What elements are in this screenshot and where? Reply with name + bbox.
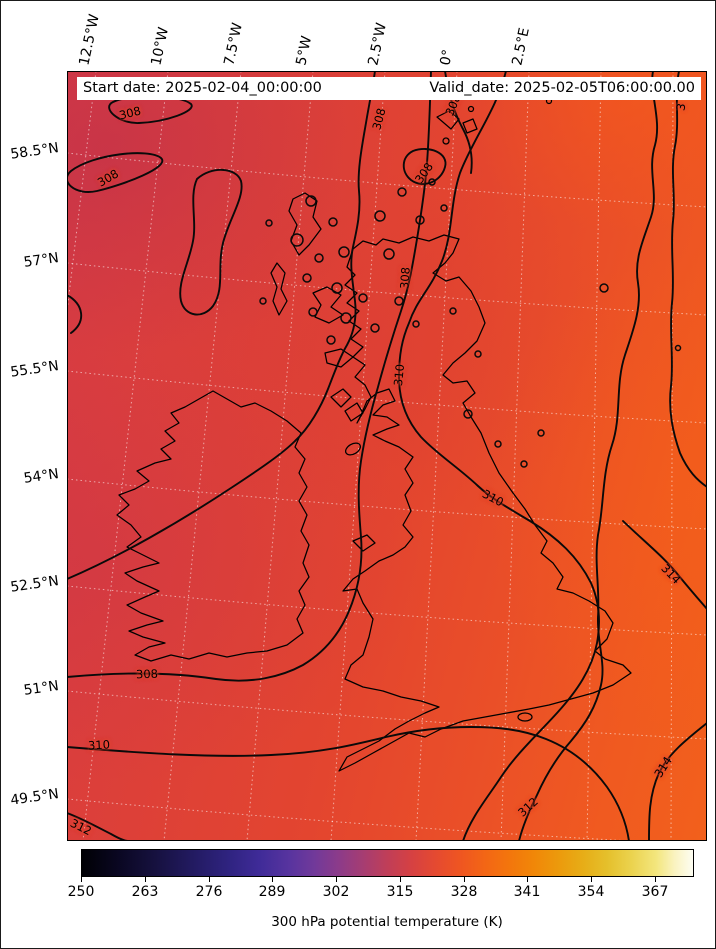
island-isle-of-man bbox=[345, 442, 361, 456]
island-uists bbox=[270, 262, 288, 316]
island-isle-of-wight bbox=[517, 712, 533, 722]
contour-308-east bbox=[67, 71, 432, 682]
colorbar-tick bbox=[81, 877, 82, 882]
island-lewis-harris bbox=[288, 192, 322, 256]
graticule bbox=[67, 71, 707, 841]
island-orkney-3 bbox=[442, 137, 450, 145]
colorbar-tick-label: 302 bbox=[322, 884, 350, 900]
contour-label: 310 bbox=[87, 737, 111, 753]
contour-310-main bbox=[398, 71, 600, 841]
contour-small-loops bbox=[259, 178, 682, 468]
coastlines bbox=[116, 86, 632, 772]
island-jura bbox=[344, 402, 364, 422]
island-orkney-2 bbox=[462, 118, 478, 134]
colorbar-tick-label: 263 bbox=[131, 884, 159, 900]
colorbar-label: 300 hPa potential temperature (K) bbox=[271, 914, 503, 930]
colorbar-tick bbox=[527, 877, 528, 882]
contour-314-upper bbox=[622, 520, 707, 610]
island-mull bbox=[324, 348, 354, 368]
contour-308-blob-2 bbox=[67, 152, 164, 193]
colorbar-tick bbox=[336, 877, 337, 882]
valid-date-text: Valid_date: 2025-02-05T06:00:00.00 bbox=[429, 80, 695, 96]
colorbar-tick bbox=[591, 877, 592, 882]
colorbar-tick bbox=[464, 877, 465, 882]
temperature-field bbox=[67, 71, 707, 841]
colorbar-tick-label: 250 bbox=[67, 884, 95, 900]
contour-lines bbox=[67, 71, 707, 841]
contour-310-south bbox=[67, 726, 630, 841]
island-islay bbox=[330, 388, 352, 408]
contour-308-west bbox=[67, 71, 376, 580]
contour-308-atlantic-loop bbox=[179, 168, 243, 316]
contour-label: 308 bbox=[397, 266, 413, 290]
contour-312-long bbox=[518, 71, 659, 841]
island-anglesey bbox=[352, 534, 376, 552]
coastline-great-britain bbox=[338, 234, 632, 772]
colorbar-tick-label: 315 bbox=[386, 884, 414, 900]
colorbar-tick-label: 354 bbox=[577, 884, 605, 900]
colorbar-tick-label: 367 bbox=[641, 884, 669, 900]
contour-label: 310 bbox=[390, 363, 408, 387]
title-bar: Start date: 2025-02-04_00:00:00 Valid_da… bbox=[77, 77, 701, 100]
colorbar-tick-label: 341 bbox=[513, 884, 541, 900]
colorbar-tick bbox=[272, 877, 273, 882]
colorbar-tick-label: 276 bbox=[195, 884, 223, 900]
colorbar-tick bbox=[655, 877, 656, 882]
colorbar-tick-label: 328 bbox=[450, 884, 478, 900]
start-date-text: Start date: 2025-02-04_00:00:00 bbox=[83, 80, 322, 96]
lon-tick-label: 0° bbox=[437, 48, 457, 67]
contour-316-right bbox=[669, 71, 707, 488]
colorbar-tick bbox=[209, 877, 210, 882]
island-fair-isle bbox=[467, 105, 475, 113]
colorbar bbox=[81, 849, 694, 877]
coastline-ireland bbox=[116, 390, 310, 662]
colorbar-tick-label: 289 bbox=[258, 884, 286, 900]
contour-label: 308 bbox=[135, 666, 159, 682]
colorbar-tick bbox=[145, 877, 146, 882]
contour-308-squiggle bbox=[402, 148, 447, 185]
contour-314-lower bbox=[648, 722, 707, 841]
colorbar-tick bbox=[400, 877, 401, 882]
contour-arc-left bbox=[67, 294, 82, 334]
